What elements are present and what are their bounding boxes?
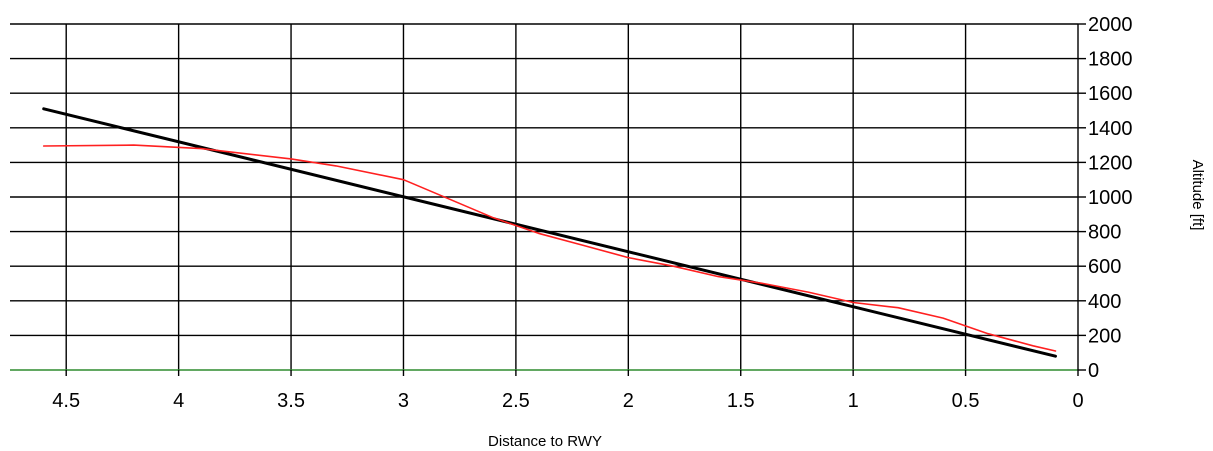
x-tick-label-9: 0 (1072, 390, 1083, 412)
y-tick-label-1: 200 (1088, 325, 1121, 347)
x-tick-label-4: 2.5 (502, 390, 530, 412)
y-tick-label-10: 2000 (1088, 14, 1133, 36)
y-tick-label-4: 800 (1088, 222, 1121, 244)
series-group (42, 107, 1057, 358)
x-tick-label-1: 4 (173, 390, 184, 412)
x-tick-label-7: 1 (848, 390, 859, 412)
x-axis-title: Distance to RWY (488, 433, 602, 450)
y-tick-label-9: 1800 (1088, 49, 1133, 71)
series-line-0 (42, 107, 1057, 358)
y-tick-label-8: 1600 (1088, 83, 1133, 105)
x-tick-label-0: 4.5 (52, 390, 80, 412)
x-axis-ticks: 4.5 4 3.5 3 2.5 2 1.5 1 0.5 0 (52, 370, 1084, 412)
y-tick-label-7: 1400 (1088, 118, 1133, 140)
y-axis-ticks: 0 200 400 600 800 1000 1200 1400 1600 1800 2000 (1078, 14, 1133, 382)
x-tick-label-5: 2 (623, 390, 634, 412)
y-tick-label-0: 0 (1088, 360, 1099, 382)
y-tick-label-3: 600 (1088, 256, 1121, 278)
series-line-1 (42, 144, 1057, 352)
grid (10, 23, 1078, 370)
y-axis-title: Altitude [ft] (1189, 160, 1206, 231)
y-tick-label-2: 400 (1088, 291, 1121, 313)
x-tick-label-6: 1.5 (727, 390, 755, 412)
y-tick-label-5: 1000 (1088, 187, 1133, 209)
x-tick-label-2: 3.5 (277, 390, 305, 412)
x-tick-label-3: 3 (398, 390, 409, 412)
y-tick-label-6: 1200 (1088, 152, 1133, 174)
x-tick-label-8: 0.5 (952, 390, 980, 412)
